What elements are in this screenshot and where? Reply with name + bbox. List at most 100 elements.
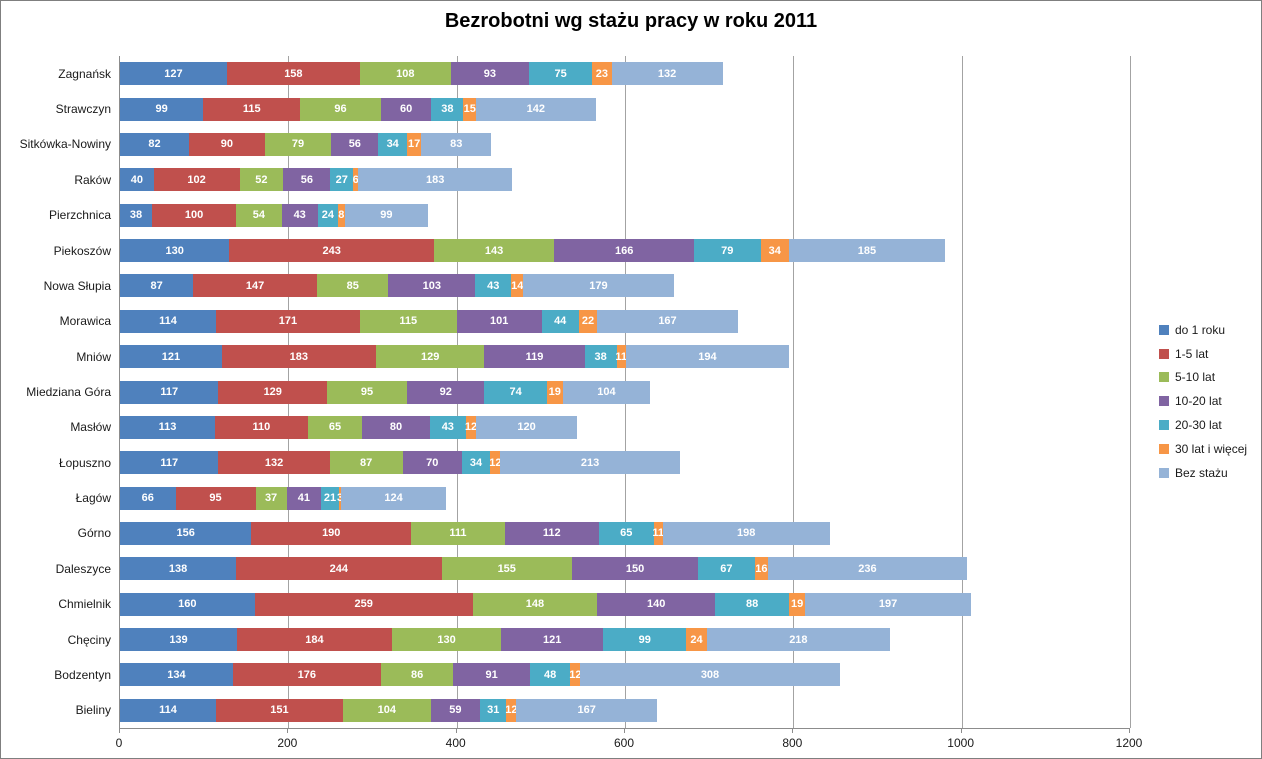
bar-segment[interactable]: 132 [611, 62, 723, 86]
bar-segment[interactable]: 104 [343, 698, 431, 722]
bar-segment[interactable]: 12 [489, 451, 502, 475]
bar-segment[interactable]: 198 [662, 521, 830, 545]
bar-segment[interactable]: 43 [281, 203, 318, 227]
bar-segment[interactable]: 115 [359, 309, 457, 333]
bar-segment[interactable]: 167 [516, 698, 657, 722]
bar-segment[interactable]: 79 [264, 132, 332, 156]
bar-segment[interactable]: 111 [411, 521, 505, 545]
bar-segment[interactable]: 74 [484, 380, 547, 404]
bar-segment[interactable]: 19 [546, 380, 563, 404]
bar-segment[interactable]: 21 [321, 486, 339, 510]
bar-segment[interactable]: 171 [215, 309, 360, 333]
bar-segment[interactable]: 60 [380, 97, 432, 121]
bar-segment[interactable]: 52 [239, 168, 284, 192]
bar-segment[interactable]: 31 [480, 698, 507, 722]
bar-segment[interactable]: 140 [597, 592, 716, 616]
bar-segment[interactable]: 259 [254, 592, 473, 616]
bar-segment[interactable]: 99 [120, 97, 204, 121]
legend-item[interactable]: 20-30 lat [1159, 413, 1247, 437]
bar-segment[interactable]: 79 [694, 239, 761, 263]
bar-segment[interactable]: 17 [407, 132, 422, 156]
bar-segment[interactable]: 34 [760, 239, 790, 263]
bar-segment[interactable]: 100 [151, 203, 237, 227]
bar-segment[interactable]: 65 [598, 521, 654, 545]
bar-segment[interactable]: 40 [120, 168, 154, 192]
legend-item[interactable]: 5-10 lat [1159, 366, 1247, 390]
bar-segment[interactable]: 82 [120, 132, 190, 156]
bar-segment[interactable]: 127 [120, 62, 227, 86]
bar-segment[interactable]: 8 [337, 203, 345, 227]
legend-item[interactable]: 1-5 lat [1159, 342, 1247, 366]
bar-segment[interactable]: 37 [255, 486, 287, 510]
bar-segment[interactable]: 151 [215, 698, 344, 722]
bar-segment[interactable]: 34 [461, 451, 491, 475]
bar-segment[interactable]: 183 [221, 345, 376, 369]
bar-segment[interactable]: 113 [120, 415, 216, 439]
bar-segment[interactable]: 143 [433, 239, 555, 263]
bar-segment[interactable]: 218 [706, 628, 891, 652]
bar-segment[interactable]: 117 [120, 451, 219, 475]
bar-segment[interactable]: 11 [652, 521, 664, 545]
bar-segment[interactable]: 158 [226, 62, 360, 86]
bar-segment[interactable]: 99 [603, 628, 687, 652]
bar-segment[interactable]: 65 [307, 415, 363, 439]
bar-segment[interactable]: 110 [215, 415, 308, 439]
bar-segment[interactable]: 119 [484, 345, 585, 369]
bar-segment[interactable]: 95 [327, 380, 407, 404]
bar-segment[interactable]: 70 [402, 451, 462, 475]
bar-segment[interactable]: 129 [218, 380, 328, 404]
bar-segment[interactable]: 121 [501, 628, 604, 652]
bar-segment[interactable]: 24 [317, 203, 338, 227]
bar-segment[interactable]: 102 [153, 168, 240, 192]
bar-segment[interactable]: 92 [407, 380, 485, 404]
bar-segment[interactable]: 120 [476, 415, 578, 439]
bar-segment[interactable]: 179 [523, 274, 674, 298]
bar-segment[interactable]: 75 [529, 62, 593, 86]
bar-segment[interactable]: 132 [218, 451, 330, 475]
bar-segment[interactable]: 236 [768, 557, 967, 581]
bar-segment[interactable]: 90 [189, 132, 265, 156]
bar-segment[interactable]: 194 [625, 345, 790, 369]
bar-segment[interactable]: 22 [578, 309, 598, 333]
bar-segment[interactable]: 38 [431, 97, 464, 121]
bar-segment[interactable]: 124 [341, 486, 446, 510]
bar-segment[interactable]: 23 [592, 62, 612, 86]
bar-segment[interactable]: 99 [344, 203, 429, 227]
bar-segment[interactable]: 160 [120, 592, 255, 616]
bar-segment[interactable]: 14 [511, 274, 523, 298]
bar-segment[interactable]: 308 [580, 663, 840, 687]
bar-segment[interactable]: 184 [236, 628, 392, 652]
bar-segment[interactable]: 139 [120, 628, 237, 652]
bar-segment[interactable]: 150 [571, 557, 699, 581]
bar-segment[interactable]: 244 [236, 557, 442, 581]
bar-segment[interactable]: 12 [569, 663, 581, 687]
bar-segment[interactable]: 155 [441, 557, 572, 581]
bar-segment[interactable]: 87 [329, 451, 403, 475]
bar-segment[interactable]: 148 [472, 592, 598, 616]
bar-segment[interactable]: 6 [353, 168, 359, 192]
bar-segment[interactable]: 15 [463, 97, 477, 121]
bar-segment[interactable]: 38 [120, 203, 152, 227]
bar-segment[interactable]: 12 [505, 698, 517, 722]
bar-segment[interactable]: 176 [232, 663, 381, 687]
bar-segment[interactable]: 44 [541, 309, 579, 333]
bar-segment[interactable]: 147 [193, 274, 317, 298]
bar-segment[interactable]: 80 [362, 415, 430, 439]
bar-segment[interactable]: 134 [120, 663, 233, 687]
bar-segment[interactable]: 43 [429, 415, 466, 439]
bar-segment[interactable]: 156 [120, 521, 252, 545]
bar-segment[interactable]: 56 [331, 132, 379, 156]
bar-segment[interactable]: 86 [380, 663, 454, 687]
bar-segment[interactable]: 197 [805, 592, 971, 616]
bar-segment[interactable]: 27 [330, 168, 354, 192]
bar-segment[interactable]: 85 [316, 274, 389, 298]
bar-segment[interactable]: 166 [554, 239, 694, 263]
bar-segment[interactable]: 190 [251, 521, 412, 545]
bar-segment[interactable]: 54 [236, 203, 282, 227]
bar-segment[interactable]: 213 [500, 451, 680, 475]
bar-segment[interactable]: 114 [120, 309, 216, 333]
bar-segment[interactable]: 56 [283, 168, 331, 192]
bar-segment[interactable]: 93 [450, 62, 530, 86]
legend-item[interactable]: do 1 roku [1159, 318, 1247, 342]
bar-segment[interactable]: 67 [698, 557, 755, 581]
